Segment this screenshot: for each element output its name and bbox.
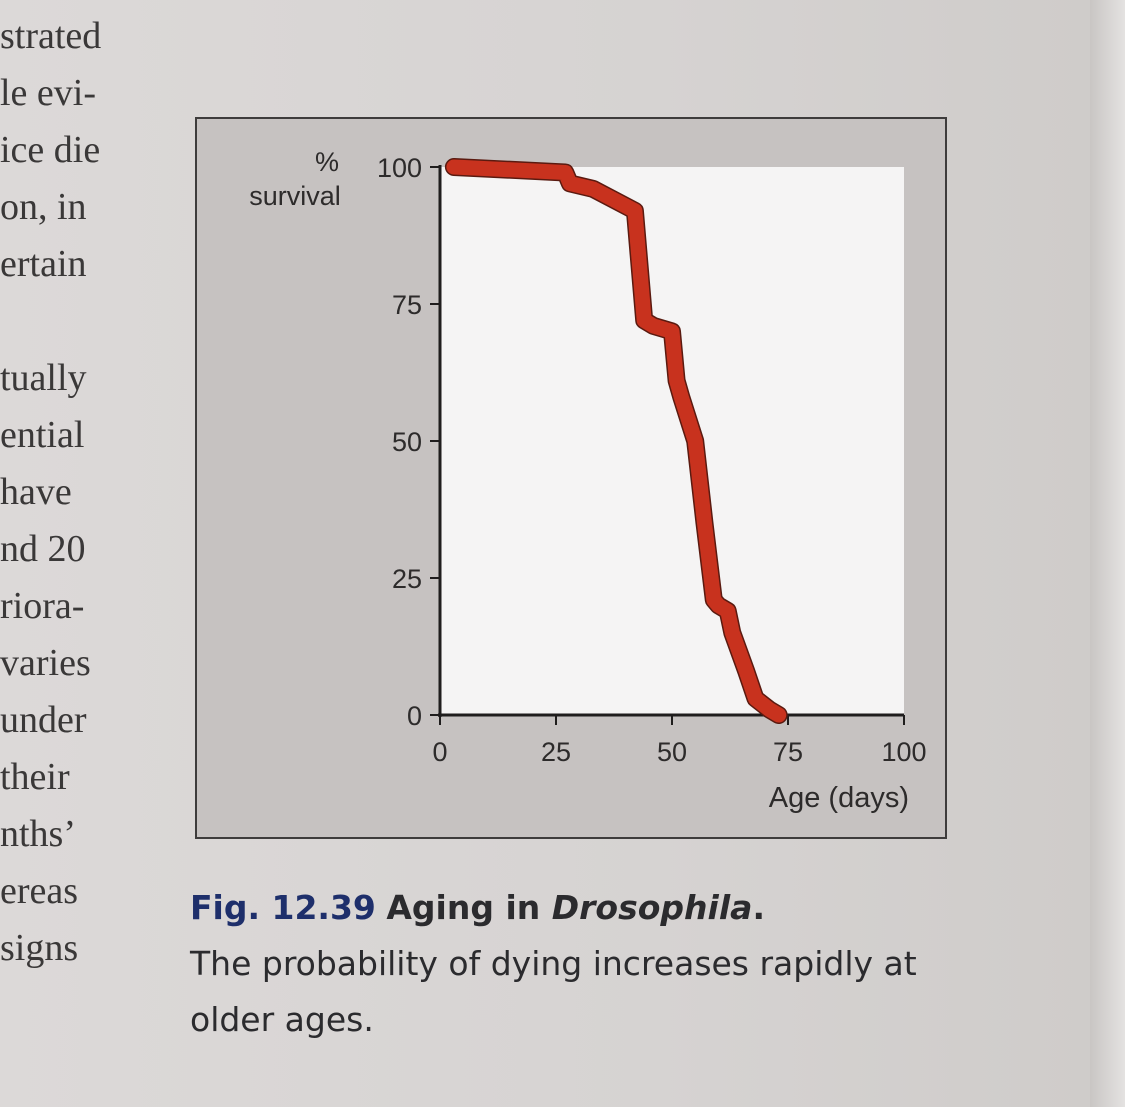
figure-title-prefix: Aging in xyxy=(386,888,552,927)
caption-title-line: Fig. 12.39 Aging in Drosophila. xyxy=(190,880,970,936)
left-column-line: have xyxy=(0,471,72,513)
y-axis-label-line2: survival xyxy=(249,181,341,211)
left-column-line: signs xyxy=(0,927,79,969)
caption-body: The probability of dying increases rapid… xyxy=(190,944,917,1039)
y-tick-label: 0 xyxy=(407,701,422,731)
plot-area xyxy=(440,167,904,715)
left-column-line: their xyxy=(0,756,70,798)
survival-chart: 0 25 50 75 100 0 25 50 75 100 % survival Age (day… xyxy=(249,147,926,814)
left-column-line: ential xyxy=(0,414,85,456)
page-edge xyxy=(1090,0,1125,1107)
figure-caption: Fig. 12.39 Aging in Drosophila. The prob… xyxy=(190,880,970,1048)
y-axis-label-line1: % xyxy=(315,147,339,177)
x-axis-label: Age (days) xyxy=(769,782,909,814)
x-tick-label: 25 xyxy=(541,737,571,767)
y-tick-label: 100 xyxy=(377,153,422,183)
y-tick-label: 50 xyxy=(392,427,422,457)
left-column-line: nd 20 xyxy=(0,528,86,570)
left-column-line: ereas xyxy=(0,870,79,912)
y-tick-label: 75 xyxy=(392,290,422,320)
x-tick-label: 0 xyxy=(432,737,447,767)
figure-box: 0 25 50 75 100 0 25 50 75 100 % survival Age (day… xyxy=(195,117,947,839)
y-tick-label: 25 xyxy=(392,564,422,594)
x-tick-label: 50 xyxy=(657,737,687,767)
figure-title-suffix: . xyxy=(752,888,765,927)
left-column-line: le evi- xyxy=(0,72,97,114)
left-column-line: strated xyxy=(0,15,102,57)
left-column-line: under xyxy=(0,699,87,741)
left-column-line: nths’ xyxy=(0,813,76,855)
left-column-line: varies xyxy=(0,642,91,684)
series-line-survival xyxy=(446,159,787,723)
x-tick-label: 75 xyxy=(773,737,803,767)
left-column-line: ertain xyxy=(0,243,87,285)
left-column-line xyxy=(0,293,130,350)
figure-title: Aging in Drosophila. xyxy=(386,888,765,927)
left-column-line: tually xyxy=(0,357,87,399)
figure-number: Fig. 12.39 xyxy=(190,888,376,927)
left-column-line: on, in xyxy=(0,186,87,228)
left-column-line: riora- xyxy=(0,585,85,627)
left-column-line: ice die xyxy=(0,129,101,171)
figure-title-italic: Drosophila xyxy=(551,888,753,927)
left-column-text: strated le evi-ice die on, in ertain tually e… xyxy=(0,8,130,977)
x-tick-label: 100 xyxy=(881,737,926,767)
